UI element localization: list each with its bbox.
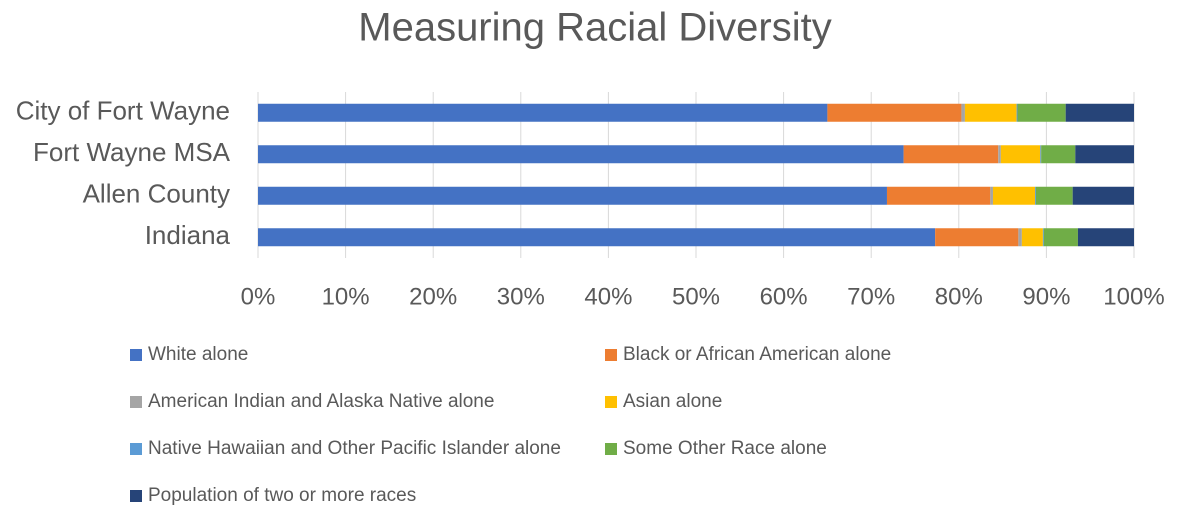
bar-segment bbox=[1035, 186, 1036, 205]
bar-segment bbox=[258, 145, 904, 164]
bar-segment bbox=[1043, 228, 1078, 247]
legend-label: Asian alone bbox=[623, 391, 722, 412]
legend-label: American Indian and Alaska Native alone bbox=[148, 391, 494, 412]
bar-segment bbox=[961, 103, 965, 122]
legend-swatch bbox=[130, 396, 142, 408]
y-tick-label: Fort Wayne MSA bbox=[33, 137, 231, 167]
bar-segment bbox=[1018, 228, 1022, 247]
x-tick-label: 70% bbox=[847, 283, 895, 310]
bar-segment bbox=[998, 145, 1001, 164]
bar-segment bbox=[1016, 103, 1018, 122]
x-tick-label: 0% bbox=[241, 283, 276, 310]
legend-swatch bbox=[605, 396, 617, 408]
x-tick-label: 100% bbox=[1103, 283, 1164, 310]
legend-swatch bbox=[130, 443, 142, 455]
y-tick-label: City of Fort Wayne bbox=[16, 96, 230, 126]
legend-swatch bbox=[130, 349, 142, 361]
legend-label: Some Other Race alone bbox=[623, 438, 827, 459]
bar-segment bbox=[886, 186, 991, 205]
x-tick-label: 30% bbox=[497, 283, 545, 310]
legend-label: Native Hawaiian and Other Pacific Island… bbox=[148, 438, 561, 459]
bar-segment bbox=[1042, 228, 1044, 247]
legend-label: Population of two or more races bbox=[148, 485, 416, 506]
bar-segment bbox=[992, 186, 1036, 205]
legend-swatch bbox=[605, 349, 617, 361]
x-tick-label: 60% bbox=[760, 283, 808, 310]
bar-segment bbox=[827, 103, 962, 122]
legend-label: White alone bbox=[148, 344, 248, 365]
bar-segment bbox=[1072, 186, 1134, 205]
bar-segment bbox=[1035, 186, 1073, 205]
x-tick-label: 90% bbox=[1022, 283, 1070, 310]
bar-segment bbox=[258, 186, 887, 205]
x-tick-label: 50% bbox=[672, 283, 720, 310]
x-tick-label: 10% bbox=[322, 283, 370, 310]
bar-segment bbox=[1021, 228, 1043, 247]
legend-label: Black or African American alone bbox=[623, 344, 891, 365]
bar-segment bbox=[1000, 145, 1041, 164]
y-tick-label: Indiana bbox=[145, 220, 231, 250]
bar-segment bbox=[903, 145, 999, 164]
x-tick-label: 40% bbox=[584, 283, 632, 310]
y-tick-label: Allen County bbox=[83, 179, 230, 209]
bar-segment bbox=[1040, 145, 1042, 164]
bar-segment bbox=[1041, 145, 1076, 164]
x-tick-label: 80% bbox=[935, 283, 983, 310]
legend-swatch bbox=[605, 443, 617, 455]
bar-segment bbox=[964, 103, 1017, 122]
bar-segment bbox=[258, 103, 828, 122]
bar-segment bbox=[1077, 228, 1134, 247]
bar-segment bbox=[1065, 103, 1134, 122]
bar-segment bbox=[1075, 145, 1134, 164]
bar-segment bbox=[990, 186, 993, 205]
bar-segment bbox=[1017, 103, 1066, 122]
chart-title: Measuring Racial Diversity bbox=[358, 6, 831, 50]
x-tick-label: 20% bbox=[409, 283, 457, 310]
legend-swatch bbox=[130, 490, 142, 502]
bar-segment bbox=[258, 228, 936, 247]
bar-segment bbox=[935, 228, 1019, 247]
